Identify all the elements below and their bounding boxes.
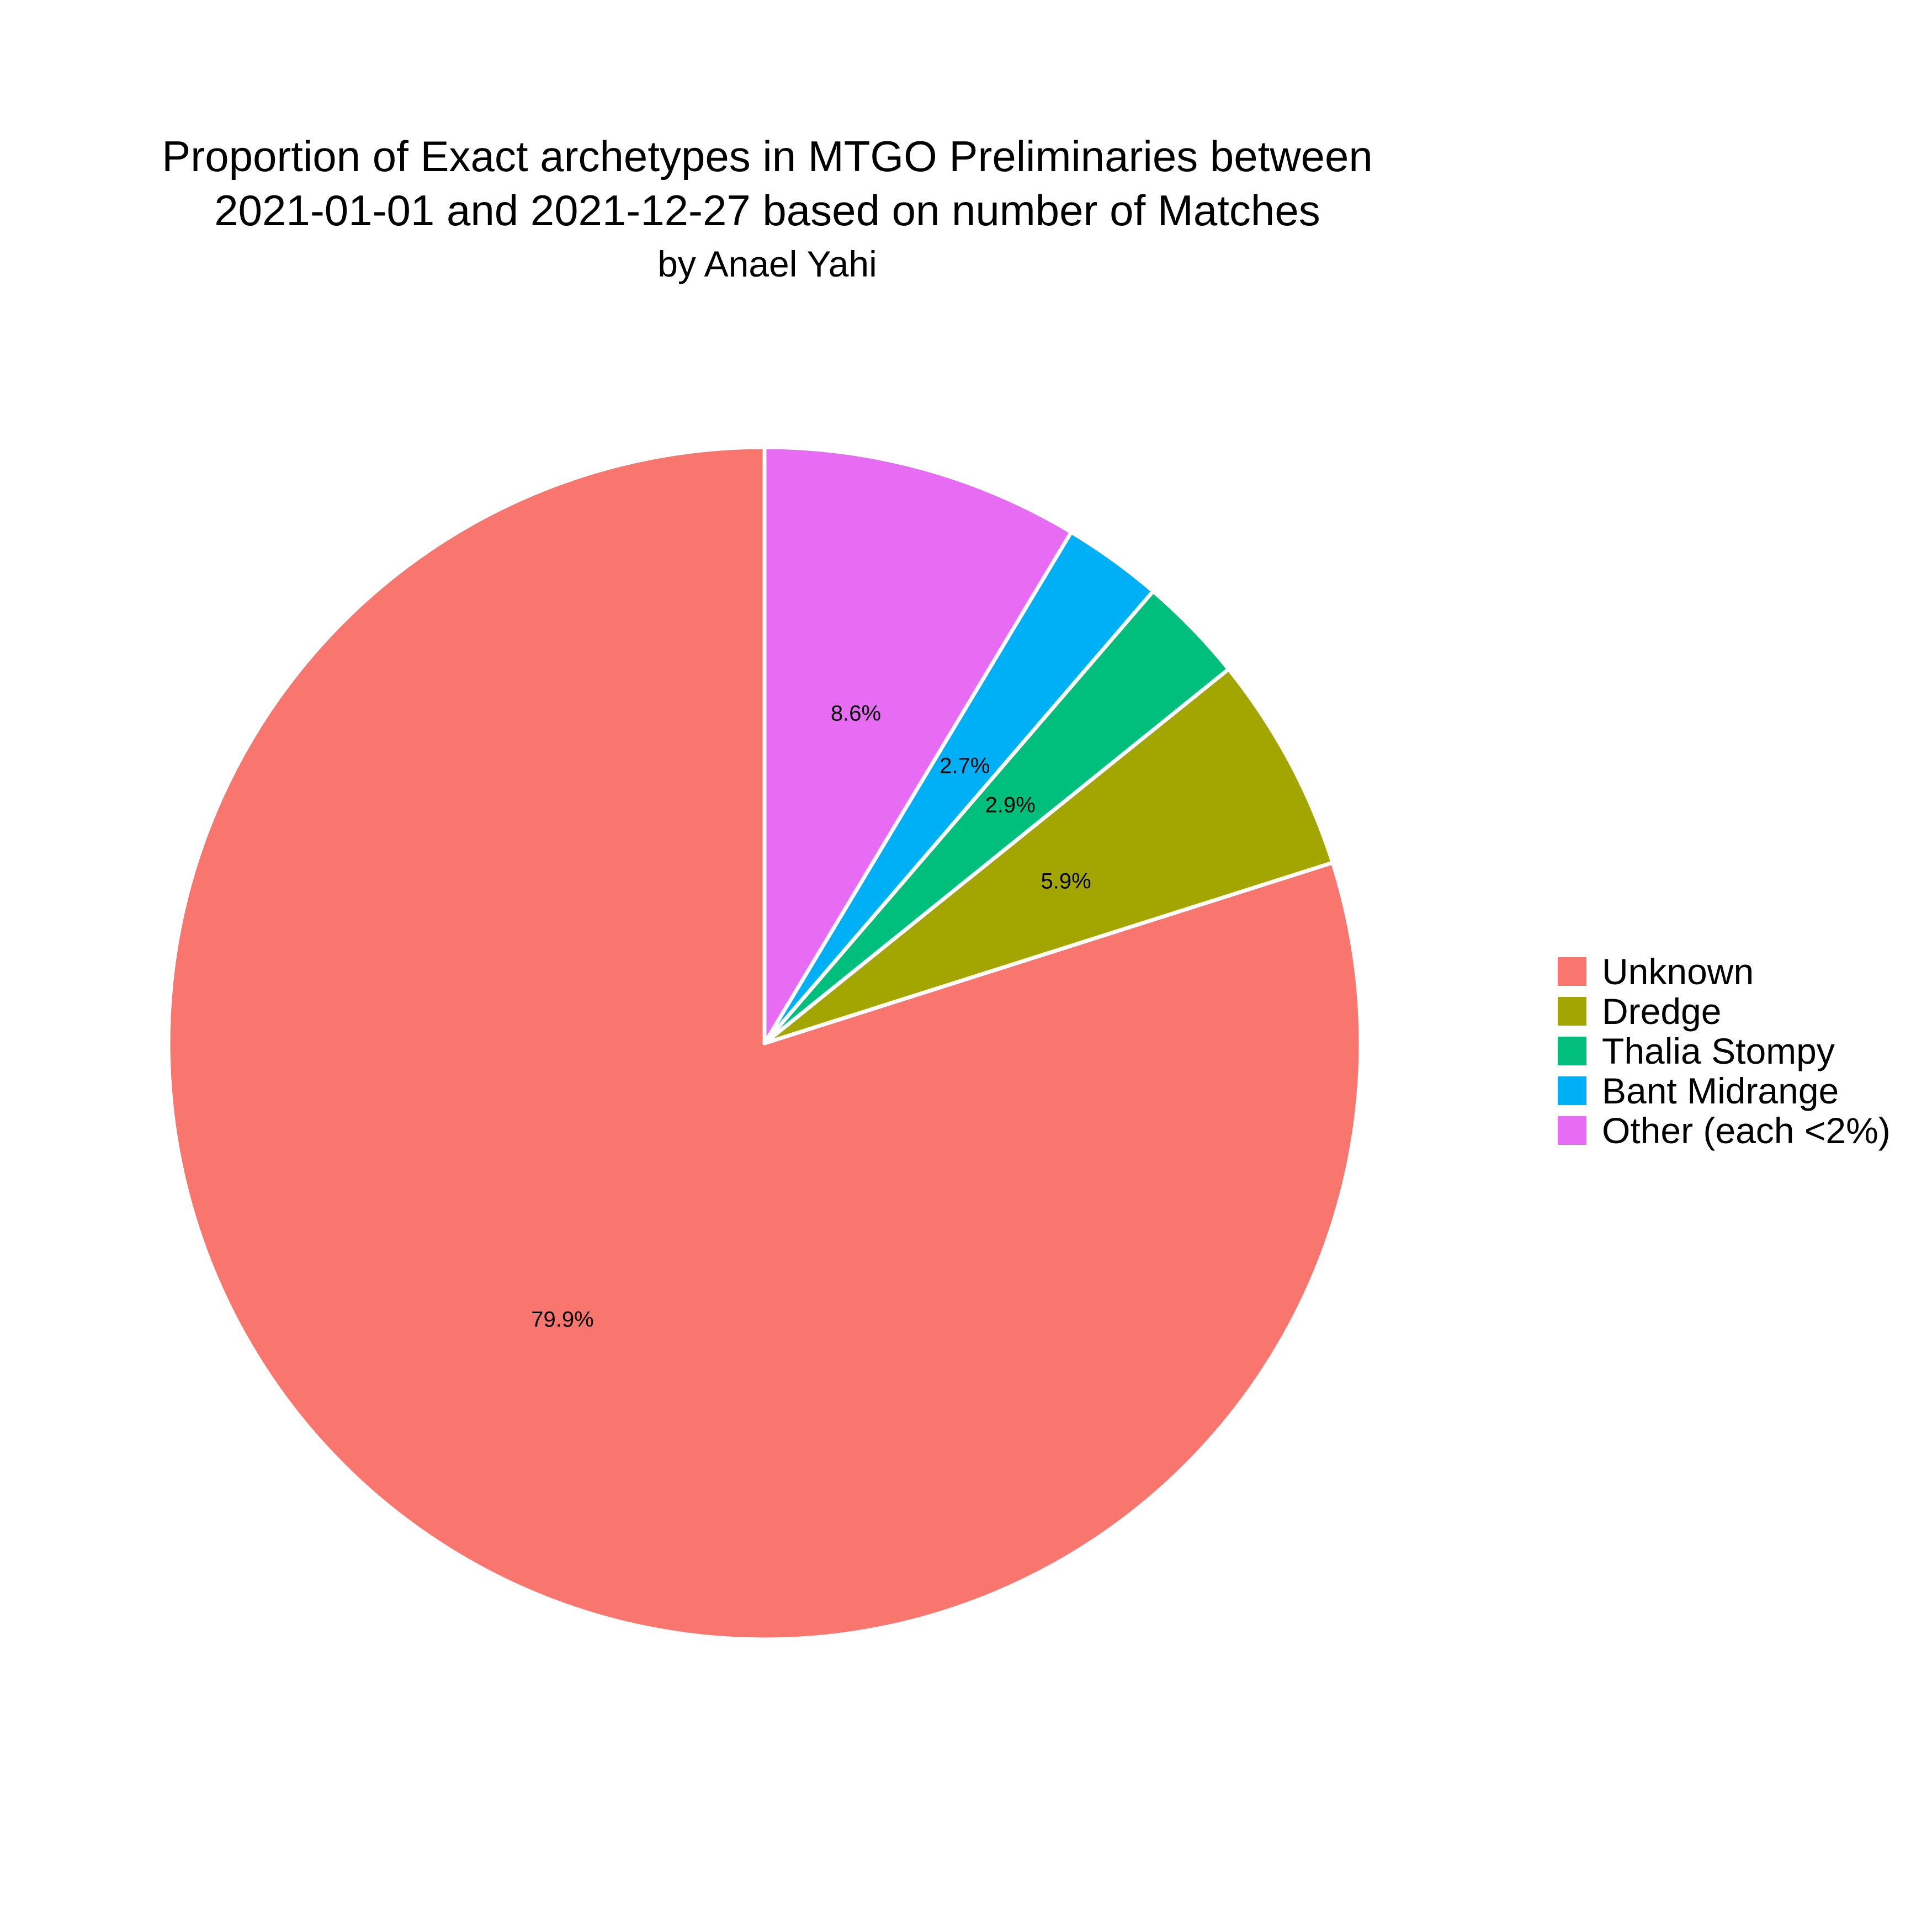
legend: Unknown Dredge Thalia Stompy Bant Midran… [1558, 952, 1891, 1150]
pie-slice-dredge [762, 667, 1335, 1045]
slice-label-bant-midrange: 2.7% [940, 753, 990, 778]
legend-label: Thalia Stompy [1602, 1031, 1835, 1071]
legend-swatch [1558, 1037, 1586, 1065]
legend-item-other: Other (each <2%) [1558, 1111, 1891, 1150]
legend-swatch [1558, 997, 1586, 1026]
legend-label: Dredge [1602, 991, 1722, 1032]
slice-label-dredge: 5.9% [1041, 869, 1091, 893]
slice-label-unknown: 79.9% [531, 1307, 593, 1331]
slice-label-other-each-2: 8.6% [831, 701, 881, 725]
legend-swatch [1558, 1116, 1586, 1145]
chart-title-line-1: Proportion of Exact archetypes in MTGO P… [162, 132, 1373, 181]
legend-swatch [1558, 1076, 1586, 1105]
chart-subtitle: by Anael Yahi [657, 243, 877, 284]
chart-title-line-2: 2021-01-01 and 2021-12-27 based on numbe… [214, 186, 1320, 235]
legend-item-bant-midrange: Bant Midrange [1558, 1071, 1891, 1111]
pie-slice-other-each-2 [762, 445, 1074, 1045]
legend-item-thalia-stompy: Thalia Stompy [1558, 1031, 1891, 1071]
pie-labels: 79.9% 5.9% 2.9% 2.7% 8.6% [531, 701, 1091, 1331]
pie-slices [166, 445, 1363, 1642]
legend-item-dredge: Dredge [1558, 991, 1891, 1031]
slice-label-thalia-stompy: 2.9% [985, 793, 1036, 818]
legend-label: Unknown [1602, 951, 1754, 992]
legend-label: Other (each <2%) [1602, 1110, 1891, 1151]
legend-label: Bant Midrange [1602, 1070, 1839, 1111]
legend-swatch [1558, 957, 1586, 986]
legend-item-unknown: Unknown [1558, 952, 1891, 991]
